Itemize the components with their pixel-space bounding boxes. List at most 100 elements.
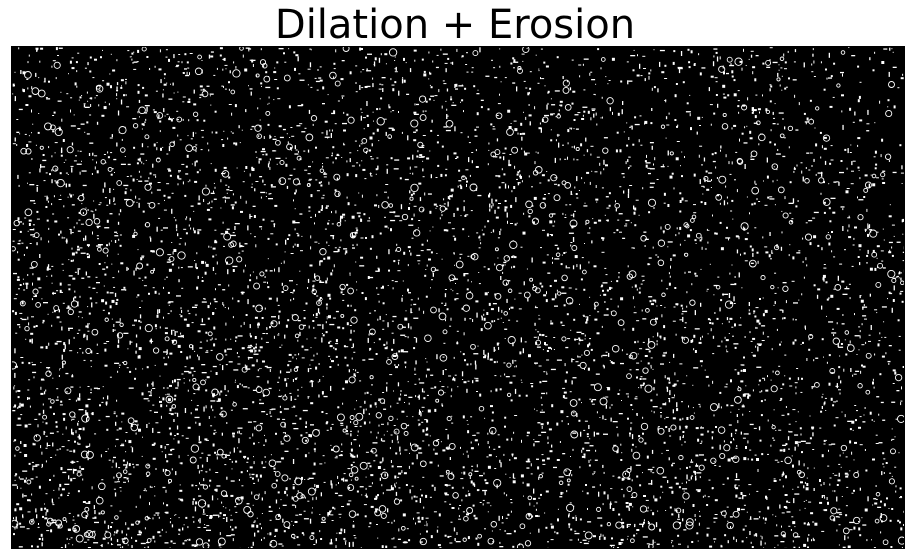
- speckle-dot: [164, 446, 166, 450]
- speckle-dot: [74, 440, 76, 443]
- speckle-dot: [337, 363, 339, 366]
- speckle-dot: [542, 380, 548, 382]
- speckle-dot: [707, 241, 709, 244]
- speckle-dot: [471, 71, 474, 73]
- speckle-dot: [234, 201, 237, 204]
- speckle-dot: [601, 237, 604, 240]
- speckle-dot: [62, 413, 66, 416]
- speckle-dot: [349, 338, 352, 341]
- speckle-dot: [117, 478, 119, 481]
- speckle-dot: [537, 82, 540, 84]
- speckle-dot: [68, 183, 71, 187]
- speckle-dot: [784, 68, 787, 70]
- speckle-dot: [126, 477, 129, 480]
- speckle-dot: [694, 310, 696, 316]
- speckle-dot: [556, 134, 560, 136]
- speckle-dot: [324, 171, 326, 175]
- speckle-dot: [88, 501, 91, 504]
- speckle-dot: [695, 478, 697, 480]
- speckle-dot: [454, 237, 457, 241]
- speckle-dot: [849, 340, 851, 344]
- speckle-dot: [642, 55, 646, 57]
- speckle-dot: [781, 512, 785, 514]
- speckle-dot: [201, 372, 207, 374]
- speckle-dot: [800, 162, 803, 164]
- speckle-dot: [564, 379, 567, 383]
- speckle-dot: [106, 341, 110, 342]
- speckle-dot: [447, 386, 449, 388]
- speckle-dot: [98, 89, 101, 91]
- speckle-dot: [693, 63, 696, 65]
- speckle-dot: [826, 497, 828, 500]
- speckle-dot: [15, 446, 20, 451]
- speckle-dot: [583, 58, 589, 60]
- speckle-dot: [519, 351, 522, 355]
- speckle-dot: [413, 113, 419, 115]
- speckle-dot: [401, 297, 403, 302]
- speckle-dot: [479, 475, 483, 477]
- speckle-dot: [418, 516, 420, 520]
- speckle-dot: [873, 156, 876, 158]
- speckle-dot: [86, 91, 88, 94]
- speckle-dot: [828, 444, 832, 446]
- speckle-dot: [171, 208, 173, 214]
- speckle-dot: [434, 95, 438, 97]
- speckle-dot: [194, 180, 198, 183]
- speckle-dot: [813, 158, 815, 162]
- speckle-dot: [222, 197, 225, 199]
- speckle-dot: [112, 277, 115, 279]
- speckle-dot: [75, 61, 78, 64]
- speckle-dot: [154, 495, 156, 497]
- speckle-dot: [293, 168, 296, 170]
- speckle-dot: [596, 411, 598, 414]
- speckle-dot: [695, 454, 699, 457]
- speckle-dot: [669, 506, 672, 509]
- speckle-dot: [730, 441, 732, 444]
- speckle-dot: [875, 498, 878, 500]
- speckle-dot: [249, 173, 251, 177]
- speckle-dot: [701, 185, 705, 187]
- speckle-dot: [663, 325, 666, 329]
- speckle-dot: [844, 288, 850, 290]
- speckle-dot: [307, 68, 311, 70]
- speckle-dot: [736, 158, 744, 165]
- speckle-dot: [845, 190, 849, 194]
- speckle-dot: [281, 474, 289, 482]
- speckle-dot: [241, 366, 248, 373]
- speckle-dot: [381, 201, 389, 209]
- speckle-dot: [81, 95, 83, 96]
- speckle-dot: [116, 59, 118, 62]
- speckle-dot: [290, 299, 292, 302]
- speckle-dot: [428, 51, 430, 54]
- speckle-dot: [647, 521, 649, 522]
- speckle-dot: [296, 358, 297, 360]
- speckle-dot: [477, 89, 479, 91]
- speckle-dot: [620, 362, 624, 365]
- speckle-dot: [192, 345, 194, 350]
- speckle-dot: [215, 488, 218, 492]
- speckle-dot: [688, 479, 691, 481]
- speckle-dot: [803, 522, 806, 525]
- speckle-dot: [690, 339, 693, 343]
- speckle-dot: [88, 153, 91, 156]
- speckle-dot: [326, 205, 329, 207]
- speckle-dot: [777, 149, 779, 151]
- speckle-dot: [334, 348, 337, 351]
- speckle-dot: [785, 475, 787, 479]
- speckle-dot: [584, 202, 586, 204]
- speckle-dot: [536, 502, 538, 505]
- speckle-dot: [567, 483, 570, 486]
- speckle-dot: [630, 497, 633, 498]
- speckle-dot: [822, 274, 826, 278]
- speckle-dot: [811, 387, 813, 390]
- speckle-dot: [605, 274, 608, 276]
- speckle-dot: [580, 339, 584, 341]
- speckle-dot: [28, 172, 31, 174]
- speckle-dot: [88, 254, 90, 257]
- speckle-dot: [499, 459, 501, 463]
- speckle-dot: [862, 315, 867, 317]
- speckle-dot: [510, 510, 512, 513]
- speckle-dot: [199, 457, 202, 459]
- speckle-dot: [845, 514, 848, 517]
- speckle-dot: [69, 538, 71, 540]
